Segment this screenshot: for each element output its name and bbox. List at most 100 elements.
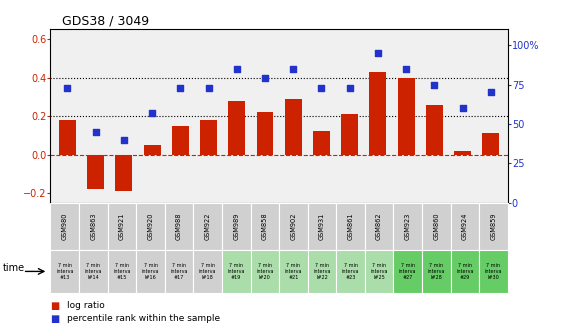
Bar xyxy=(313,131,330,155)
Text: 7 min
interva
l#16: 7 min interva l#16 xyxy=(142,263,159,280)
Text: GSM923: GSM923 xyxy=(404,213,411,240)
Point xyxy=(232,66,241,71)
FancyBboxPatch shape xyxy=(422,250,450,293)
Bar xyxy=(454,151,471,155)
Point xyxy=(430,82,439,87)
Point xyxy=(119,137,128,142)
FancyBboxPatch shape xyxy=(79,203,108,250)
Point xyxy=(374,50,383,56)
FancyBboxPatch shape xyxy=(450,203,479,250)
Text: ■: ■ xyxy=(50,314,59,324)
Point xyxy=(289,66,298,71)
FancyBboxPatch shape xyxy=(307,203,336,250)
Text: 7 min
interva
l#25: 7 min interva l#25 xyxy=(370,263,388,280)
Text: GSM863: GSM863 xyxy=(90,213,96,240)
FancyBboxPatch shape xyxy=(194,250,222,293)
Text: percentile rank within the sample: percentile rank within the sample xyxy=(67,314,220,323)
Point xyxy=(63,85,72,90)
FancyBboxPatch shape xyxy=(251,250,279,293)
Bar xyxy=(172,126,189,155)
FancyBboxPatch shape xyxy=(479,250,508,293)
FancyBboxPatch shape xyxy=(194,203,222,250)
FancyBboxPatch shape xyxy=(450,250,479,293)
Point xyxy=(148,110,157,115)
Point xyxy=(345,85,354,90)
FancyBboxPatch shape xyxy=(136,203,165,250)
Point xyxy=(402,66,411,71)
Bar xyxy=(369,72,387,155)
Bar xyxy=(398,77,415,155)
Point xyxy=(204,85,213,90)
Point xyxy=(317,85,326,90)
FancyBboxPatch shape xyxy=(422,203,450,250)
Text: GSM989: GSM989 xyxy=(233,213,239,240)
FancyBboxPatch shape xyxy=(307,250,336,293)
FancyBboxPatch shape xyxy=(279,250,307,293)
Bar xyxy=(426,105,443,155)
FancyBboxPatch shape xyxy=(365,203,393,250)
Bar xyxy=(341,114,358,155)
Text: GSM860: GSM860 xyxy=(433,213,439,240)
Text: 7 min
interva
l#28: 7 min interva l#28 xyxy=(427,263,445,280)
Text: 7 min
interva
#17: 7 min interva #17 xyxy=(171,263,188,280)
Text: 7 min
interva
#27: 7 min interva #27 xyxy=(399,263,416,280)
Bar xyxy=(228,101,245,155)
Text: ■: ■ xyxy=(50,301,59,311)
Point xyxy=(486,90,495,95)
Text: time: time xyxy=(3,263,25,273)
Text: 7 min
interva
l#30: 7 min interva l#30 xyxy=(485,263,502,280)
Bar xyxy=(200,120,217,155)
FancyBboxPatch shape xyxy=(251,203,279,250)
FancyBboxPatch shape xyxy=(336,250,365,293)
Text: log ratio: log ratio xyxy=(67,301,105,310)
Text: GDS38 / 3049: GDS38 / 3049 xyxy=(62,15,149,28)
Text: GSM861: GSM861 xyxy=(347,213,353,240)
Text: 7 min
interva
#13: 7 min interva #13 xyxy=(56,263,73,280)
Text: GSM988: GSM988 xyxy=(176,213,182,240)
Text: 7 min
interva
l#18: 7 min interva l#18 xyxy=(199,263,217,280)
Text: 7 min
interva
#21: 7 min interva #21 xyxy=(284,263,302,280)
Bar xyxy=(285,99,302,155)
FancyBboxPatch shape xyxy=(165,250,194,293)
FancyBboxPatch shape xyxy=(279,203,307,250)
Point xyxy=(260,76,269,81)
FancyBboxPatch shape xyxy=(336,203,365,250)
Text: GSM920: GSM920 xyxy=(148,213,154,240)
Text: GSM924: GSM924 xyxy=(462,213,468,240)
FancyBboxPatch shape xyxy=(393,203,422,250)
Text: GSM862: GSM862 xyxy=(376,213,382,240)
Point xyxy=(176,85,185,90)
FancyBboxPatch shape xyxy=(222,250,251,293)
FancyBboxPatch shape xyxy=(50,203,79,250)
Text: 7 min
interva
l#14: 7 min interva l#14 xyxy=(85,263,102,280)
Bar xyxy=(256,112,273,155)
Text: GSM859: GSM859 xyxy=(490,213,496,240)
Text: GSM980: GSM980 xyxy=(62,213,68,240)
Text: 7 min
interva
#19: 7 min interva #19 xyxy=(227,263,245,280)
FancyBboxPatch shape xyxy=(108,250,136,293)
Text: GSM921: GSM921 xyxy=(119,213,125,240)
Bar xyxy=(116,155,132,191)
FancyBboxPatch shape xyxy=(479,203,508,250)
Bar xyxy=(482,133,499,155)
Text: 7 min
interva
l#22: 7 min interva l#22 xyxy=(313,263,331,280)
Text: 7 min
interva
#23: 7 min interva #23 xyxy=(342,263,359,280)
Text: GSM858: GSM858 xyxy=(262,213,268,240)
Text: GSM902: GSM902 xyxy=(291,213,296,240)
Text: GSM922: GSM922 xyxy=(205,213,211,240)
Text: GSM931: GSM931 xyxy=(319,213,325,240)
FancyBboxPatch shape xyxy=(222,203,251,250)
Text: 7 min
interva
#29: 7 min interva #29 xyxy=(456,263,473,280)
Bar xyxy=(87,155,104,189)
FancyBboxPatch shape xyxy=(165,203,194,250)
Bar xyxy=(59,120,76,155)
FancyBboxPatch shape xyxy=(393,250,422,293)
Bar xyxy=(144,145,160,155)
FancyBboxPatch shape xyxy=(136,250,165,293)
FancyBboxPatch shape xyxy=(79,250,108,293)
Text: 7 min
interva
#15: 7 min interva #15 xyxy=(113,263,131,280)
Point xyxy=(91,129,100,134)
Text: 7 min
interva
l#20: 7 min interva l#20 xyxy=(256,263,274,280)
FancyBboxPatch shape xyxy=(50,250,79,293)
FancyBboxPatch shape xyxy=(365,250,393,293)
